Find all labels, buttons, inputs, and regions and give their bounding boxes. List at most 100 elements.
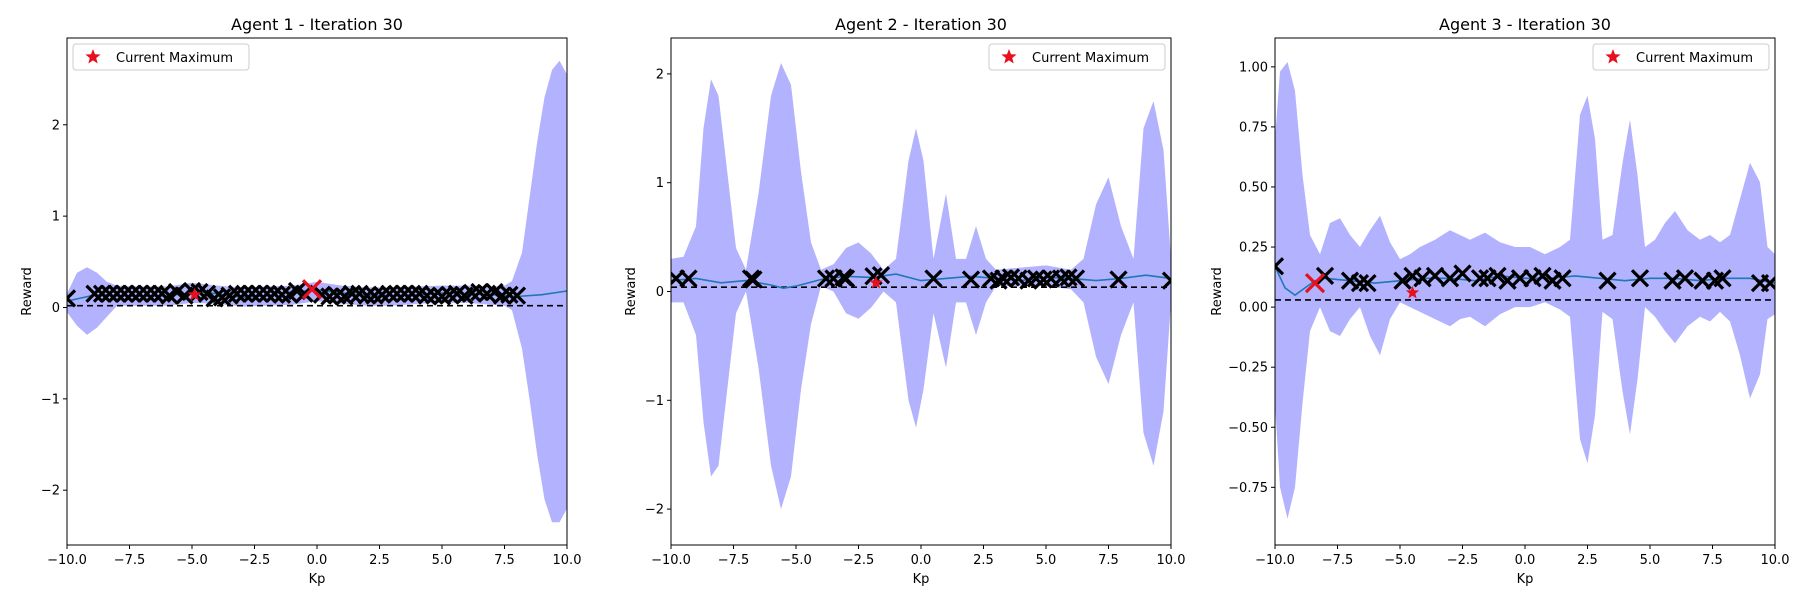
sample-marker [507, 286, 527, 305]
x-tick-label: −2.5 [1447, 553, 1479, 568]
sample-marker [342, 284, 362, 303]
y-tick-label: 0.75 [1239, 120, 1268, 135]
sample-marker [1425, 266, 1445, 286]
latest-sample-marker [301, 279, 323, 300]
legend: Current Maximum [72, 43, 250, 71]
chart-title: Agent 1 - Iteration 30 [231, 15, 403, 34]
legend: Current Maximum [1592, 43, 1770, 71]
x-tick-label: 5.0 [1036, 553, 1057, 568]
sample-marker [1358, 273, 1377, 293]
sample-marker [100, 284, 119, 303]
x-tick-label: 0.0 [307, 553, 328, 568]
chart-title: Agent 2 - Iteration 30 [835, 15, 1007, 34]
x-tick-label: −5.0 [176, 553, 208, 568]
y-tick-label: 0 [656, 285, 664, 300]
sample-marker [145, 284, 164, 303]
x-tick-label: −7.5 [1322, 553, 1354, 568]
y-tick-label: 1 [52, 210, 60, 225]
plot-area [1275, 62, 1775, 519]
y-axis-label: Reward [20, 267, 35, 315]
sample-marker [924, 269, 943, 288]
x-tick-label: −7.5 [718, 553, 750, 568]
x-tick-label: 7.5 [494, 553, 515, 568]
x-tick-label: −2.5 [843, 553, 875, 568]
y-tick-label: 1.00 [1239, 60, 1268, 75]
sample-marker [1675, 269, 1695, 288]
sample-marker [1393, 271, 1412, 290]
x-tick-label: 2.5 [369, 553, 390, 568]
y-tick-label: 1 [656, 176, 664, 191]
x-tick-label: −10.0 [47, 553, 87, 568]
y-axis-label: Reward [1210, 267, 1225, 315]
legend-star-icon [85, 49, 101, 64]
sample-marker [1598, 271, 1617, 290]
sample-marker [115, 284, 134, 303]
sample-marker [387, 284, 407, 303]
x-tick-label: −7.5 [114, 553, 146, 568]
sample-marker [1161, 271, 1171, 290]
x-tick-label: 7.5 [1098, 553, 1119, 568]
sample-marker [1630, 269, 1650, 288]
legend-star-icon [1001, 49, 1017, 64]
legend-star-icon [1605, 49, 1621, 64]
legend-label: Current Maximum [116, 51, 233, 66]
x-tick-label: −10.0 [1255, 553, 1295, 568]
sample-marker [1453, 264, 1472, 283]
current-maximum-star [869, 275, 883, 289]
sample-marker [67, 289, 77, 308]
current-maximum-star [1405, 285, 1420, 299]
sample-marker [1488, 266, 1507, 286]
y-tick-label: 0.50 [1239, 180, 1268, 195]
x-tick-label: −5.0 [1384, 553, 1416, 568]
y-tick-label: 0.00 [1239, 301, 1268, 316]
sample-marker [1066, 269, 1086, 288]
chart-panel-agent-3: −10.0 −7.5 −5.0 −2.5 0.0 2.5 5.0 7.5 10.0 −0.75 −0… [1210, 15, 1789, 587]
sample-marker [242, 284, 262, 303]
sample-marker [836, 269, 856, 288]
y-tick-label: 0 [52, 301, 60, 316]
chart-panel-agent-1: −10.0 −7.5 −5.0 −2.5 0.0 2.5 5.0 7.5 10.0 −2 −1 0 1 2… [20, 15, 581, 587]
sample-marker [122, 284, 142, 303]
sample-marker [1470, 269, 1490, 288]
y-tick-label: 2 [656, 67, 664, 82]
x-tick-label: 5.0 [1640, 553, 1661, 568]
x-tick-label: −10.0 [651, 553, 691, 568]
x-tick-label: 0.0 [911, 553, 932, 568]
x-tick-label: 0.0 [1515, 553, 1536, 568]
sample-marker [1109, 270, 1128, 289]
y-tick-label: 0.25 [1239, 241, 1268, 256]
sample-marker [1275, 257, 1285, 276]
sample-marker [92, 284, 112, 303]
x-tick-label: 2.5 [973, 553, 994, 568]
x-tick-label: 5.0 [432, 553, 453, 568]
latest-sample-marker [1304, 272, 1326, 294]
y-tick-label: −0.50 [1228, 421, 1268, 436]
x-tick-label: 2.5 [1577, 553, 1598, 568]
legend-label: Current Maximum [1636, 51, 1753, 66]
legend-box [1592, 43, 1770, 71]
current-maximum-star [187, 287, 202, 301]
sample-marker [744, 270, 763, 289]
y-axis-label: Reward [624, 267, 639, 315]
y-tick-label: −1 [41, 392, 60, 407]
x-tick-label: −2.5 [239, 553, 271, 568]
x-tick-label: −5.0 [780, 553, 812, 568]
x-axis-label: Kp [309, 572, 326, 587]
sample-marker [395, 284, 414, 303]
y-tick-label: −0.75 [1228, 481, 1268, 496]
sample-marker [1713, 269, 1732, 288]
sample-marker [1533, 266, 1552, 286]
x-tick-label: 10.0 [1761, 553, 1790, 568]
sample-marker [1315, 266, 1335, 286]
sample-marker [417, 286, 437, 305]
y-tick-label: −0.25 [1228, 361, 1268, 376]
sample-marker [816, 269, 836, 288]
y-tick-label: 2 [52, 118, 60, 133]
sample-marker [1760, 273, 1775, 293]
sample-marker [357, 286, 377, 305]
confidence-band [1275, 62, 1775, 519]
sample-marker [380, 284, 399, 303]
x-tick-label: 10.0 [553, 553, 582, 568]
legend-label: Current Maximum [1032, 51, 1149, 66]
